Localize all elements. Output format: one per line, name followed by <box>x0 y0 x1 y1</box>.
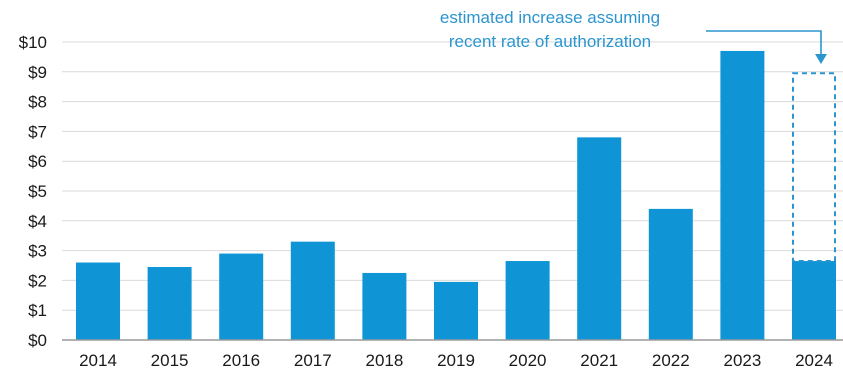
y-tick-label: $3 <box>28 242 47 261</box>
x-tick-label: 2019 <box>437 351 475 370</box>
bar-2014 <box>76 262 120 340</box>
annotation: estimated increase assuming recent rate … <box>440 8 827 64</box>
x-tick-label: 2015 <box>151 351 189 370</box>
x-tick-label: 2017 <box>294 351 332 370</box>
y-tick-label: $2 <box>28 271 47 290</box>
bar-2021 <box>577 137 622 340</box>
y-tick-label: $5 <box>28 182 47 201</box>
x-axis-tick-labels: 2014 2015 2016 2017 2018 2019 2020 2021 2022 2023… <box>79 351 833 370</box>
bars <box>76 50 836 340</box>
bar-2022 <box>648 208 693 340</box>
y-tick-label: $6 <box>28 152 47 171</box>
x-tick-label: 2020 <box>509 351 547 370</box>
estimated-increase-outline <box>792 72 836 263</box>
bar-2018 <box>362 272 407 340</box>
y-tick-label: $10 <box>19 33 47 52</box>
x-tick-label: 2014 <box>79 351 117 370</box>
y-tick-label: $4 <box>28 212 47 231</box>
x-tick-label: 2024 <box>795 351 833 370</box>
y-tick-label: $0 <box>28 331 47 350</box>
bar-2023 <box>720 50 765 340</box>
x-tick-label: 2021 <box>580 351 618 370</box>
y-axis-tick-labels: $0 $1 $2 $3 $4 $5 $6 $7 $8 $9 $10 <box>19 33 47 350</box>
bar-2020 <box>505 261 550 340</box>
bar-2017 <box>290 241 335 340</box>
y-tick-label: $7 <box>28 122 47 141</box>
y-tick-label: $9 <box>28 63 47 82</box>
annotation-line-2: recent rate of authorization <box>449 32 651 51</box>
x-tick-label: 2016 <box>222 351 260 370</box>
bar-2015 <box>147 266 192 340</box>
annotation-arrow-line <box>706 30 822 56</box>
x-tick-label: 2023 <box>723 351 761 370</box>
y-tick-label: $1 <box>28 301 47 320</box>
bar-2016 <box>219 253 264 340</box>
bar-2019 <box>434 281 478 340</box>
gridlines <box>62 41 843 311</box>
x-tick-label: 2022 <box>652 351 690 370</box>
y-tick-label: $8 <box>28 93 47 112</box>
annotation-arrow-head <box>815 54 827 64</box>
annotation-line-1: estimated increase assuming <box>440 8 660 27</box>
x-tick-label: 2018 <box>365 351 403 370</box>
bar-2024 <box>792 261 836 340</box>
